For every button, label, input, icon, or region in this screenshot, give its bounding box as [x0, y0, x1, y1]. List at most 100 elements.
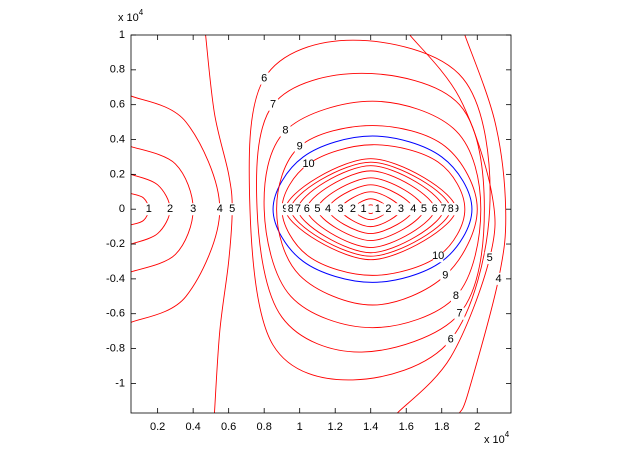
x-multiplier-exponent: 4	[505, 430, 510, 439]
x-tick-label: 1.2	[328, 421, 343, 433]
contour-label-bg	[301, 203, 312, 216]
contour-label: 4	[410, 203, 416, 215]
contour-label: 8	[288, 203, 294, 215]
y-tick-label: -0.4	[106, 273, 125, 285]
contour-label-bg	[433, 250, 444, 263]
contour-line	[263, 100, 482, 329]
contour-label: 4	[496, 273, 502, 285]
contour-label: 1	[361, 203, 367, 215]
contour-line	[248, 39, 491, 381]
contour-label: 8	[453, 290, 459, 302]
contour-label-bg	[285, 203, 296, 216]
contour-line	[290, 161, 452, 257]
contour-line	[327, 184, 414, 235]
contour-label: 9	[297, 140, 303, 152]
contour-label-bg	[450, 203, 461, 216]
contour-label: 7	[440, 203, 446, 215]
contour-label-bg	[454, 307, 465, 320]
x-multiplier: x 104	[484, 430, 510, 446]
contour-label-bg	[214, 203, 225, 216]
contour-label: 2	[167, 203, 173, 215]
y-multiplier: x 104	[118, 8, 144, 24]
contour-label-bg	[450, 290, 461, 303]
y-tick-label: -0.2	[106, 238, 125, 250]
contour-label-bg	[165, 203, 176, 216]
axes-box	[130, 34, 512, 414]
y-tick-label: -0.6	[106, 308, 125, 320]
x-tick-label: 1.6	[399, 421, 414, 433]
y-tick-label: 0.2	[110, 168, 125, 180]
contour-label-bg	[358, 203, 369, 216]
contour-label-bg	[383, 203, 394, 216]
contour-label: 7	[270, 99, 276, 111]
contour-label: 6	[304, 203, 310, 215]
contour-label-bg	[227, 203, 238, 216]
contour-label: 6	[432, 203, 438, 215]
contour-line	[316, 177, 425, 241]
contour-label-bg	[188, 203, 199, 216]
contour-label-bg	[445, 333, 456, 346]
x-tick-label: 1	[297, 421, 303, 433]
contour-label: 5	[314, 203, 320, 215]
y-tick-label: -0.8	[106, 342, 125, 354]
contour-label: 5	[229, 203, 235, 215]
x-tick-label: 0.2	[150, 421, 165, 433]
contour-label-bg	[347, 203, 358, 216]
contour-label-bg	[438, 203, 449, 216]
contour-label-bg	[280, 203, 291, 216]
x-tick-label: 1.4	[363, 421, 378, 433]
contour-label: 3	[337, 203, 343, 215]
x-multiplier-base: x 10	[484, 434, 505, 446]
x-tick-label: 0.6	[221, 421, 236, 433]
contour-label-bg	[323, 203, 334, 216]
contour-line	[285, 158, 457, 261]
contour-label-bg	[335, 203, 346, 216]
contour-line	[306, 170, 436, 248]
contour-label-bg	[493, 272, 504, 285]
contour-label-bg	[143, 203, 154, 216]
contour-label: 7	[456, 308, 462, 320]
contour-label: 4	[325, 203, 331, 215]
contour-label: 9	[282, 203, 288, 215]
contour-label-bg	[418, 203, 429, 216]
contour-label: 2	[350, 203, 356, 215]
contour-label-bg	[292, 203, 303, 216]
contour-line	[281, 144, 466, 276]
y-tick-label: 0.6	[110, 99, 125, 111]
y-tick-label: 0	[119, 203, 125, 215]
contour-label-bg	[259, 72, 270, 85]
contour-label: 6	[448, 334, 454, 346]
y-tick-label: -1	[115, 377, 125, 389]
contour-label: 2	[385, 203, 391, 215]
contour-line	[297, 165, 444, 254]
contour-label-bg	[484, 251, 495, 264]
contour-label-bg	[372, 203, 383, 216]
contour-label: 10	[302, 158, 314, 170]
contour-label: 10	[432, 250, 444, 262]
contour-label: 8	[448, 203, 454, 215]
y-multiplier-exponent: 4	[139, 8, 144, 17]
contour-label: 4	[217, 203, 223, 215]
contour-label: 1	[375, 203, 381, 215]
contour-label-bg	[294, 140, 305, 153]
y-tick-label: 0.4	[110, 133, 125, 145]
contour-line	[340, 191, 402, 228]
x-tick-label: 0.4	[186, 421, 201, 433]
y-tick-label: 0.8	[110, 64, 125, 76]
contour-label: 9	[442, 269, 448, 281]
boundary	[272, 135, 473, 283]
contour-label: 5	[487, 252, 493, 264]
x-tick-label: 0.8	[257, 421, 272, 433]
contour-label-bg	[312, 203, 323, 216]
contour-label: 7	[295, 203, 301, 215]
contour-label-bg	[408, 203, 419, 216]
contour-label-bg	[280, 124, 291, 137]
x-tick-label: 2	[474, 421, 480, 433]
contour-label: 9	[453, 203, 459, 215]
contour-line	[397, 35, 496, 413]
contour-line	[276, 125, 478, 306]
contour-label: 1	[146, 203, 152, 215]
